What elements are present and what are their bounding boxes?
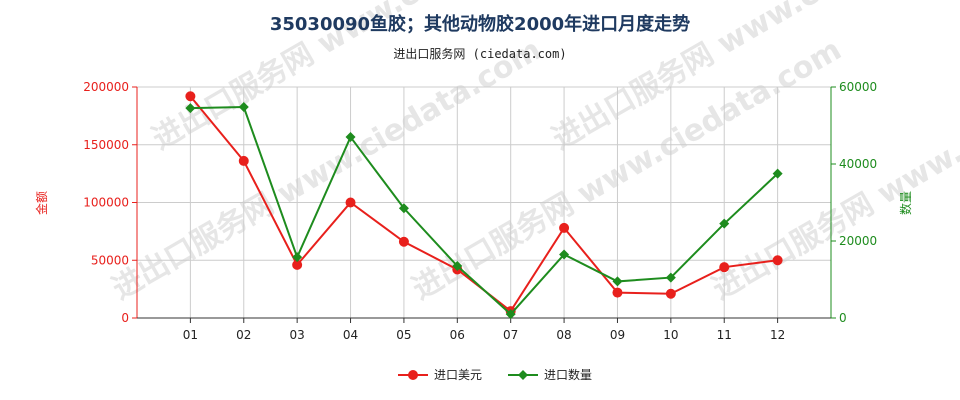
x-tick-label: 02 (236, 328, 251, 342)
x-tick-label: 11 (717, 328, 732, 342)
y-left-tick-label: 150000 (83, 138, 129, 152)
data-point (238, 155, 249, 166)
x-tick-label: 03 (290, 328, 305, 342)
data-point (665, 288, 676, 299)
x-tick-label: 01 (183, 328, 198, 342)
y-left-tick-label: 0 (121, 311, 129, 325)
y-axis-left-label: 金额 (34, 191, 49, 215)
data-point (719, 218, 730, 229)
data-point (398, 203, 409, 214)
watermark-text: 进出口服务网 www.ciedata.com (707, 32, 960, 307)
data-point (398, 236, 409, 247)
legend-label: 进口美元 (434, 368, 482, 382)
y-right-tick-label: 60000 (839, 80, 877, 94)
data-point (292, 252, 303, 263)
data-point (505, 309, 516, 320)
legend-item: 进口美元 (398, 368, 482, 382)
x-tick-label: 12 (770, 328, 785, 342)
data-point (292, 259, 303, 270)
x-tick-label: 05 (396, 328, 411, 342)
data-point (612, 287, 623, 298)
axes: 0 50000 100000 150000 200000 0 20000 40000 60000… (83, 80, 877, 342)
data-point (518, 370, 528, 380)
legend-item: 进口数量 (508, 367, 592, 382)
data-point (559, 249, 570, 260)
x-tick-label: 08 (556, 328, 571, 342)
y-left-tick-label: 100000 (83, 196, 129, 210)
series-line (190, 106, 779, 316)
y-right-tick-label: 40000 (839, 157, 877, 171)
chart-subtitle: 进出口服务网 (ciedata.com) (393, 46, 566, 61)
y-left-tick-label: 50000 (91, 253, 129, 267)
data-point (612, 276, 623, 287)
y-right-tick-label: 0 (839, 311, 847, 325)
data-point (238, 102, 249, 113)
series-layer (185, 91, 783, 320)
y-right-tick-label: 20000 (839, 234, 877, 248)
data-point (559, 222, 570, 233)
data-point (772, 168, 783, 179)
legend: 进口美元 进口数量 (398, 367, 592, 382)
data-point (719, 262, 730, 273)
x-tick-label: 04 (343, 328, 358, 342)
legend-label: 进口数量 (544, 367, 592, 382)
data-point (185, 91, 196, 102)
data-point (772, 255, 783, 266)
data-point (408, 370, 418, 380)
data-point (345, 197, 356, 208)
y-axis-right-label: 数量 (898, 191, 913, 215)
data-point (185, 103, 196, 114)
x-tick-label: 09 (610, 328, 625, 342)
chart-title: 35030090鱼胶；其他动物胶2000年进口月度走势 (270, 13, 690, 35)
x-tick-label: 07 (503, 328, 518, 342)
x-tick-label: 06 (450, 328, 465, 342)
data-point (452, 261, 463, 272)
data-point (665, 272, 676, 283)
x-tick-label: 10 (663, 328, 678, 342)
series-进口数量 (185, 102, 783, 320)
y-left-tick-label: 200000 (83, 80, 129, 94)
data-point (345, 132, 356, 143)
